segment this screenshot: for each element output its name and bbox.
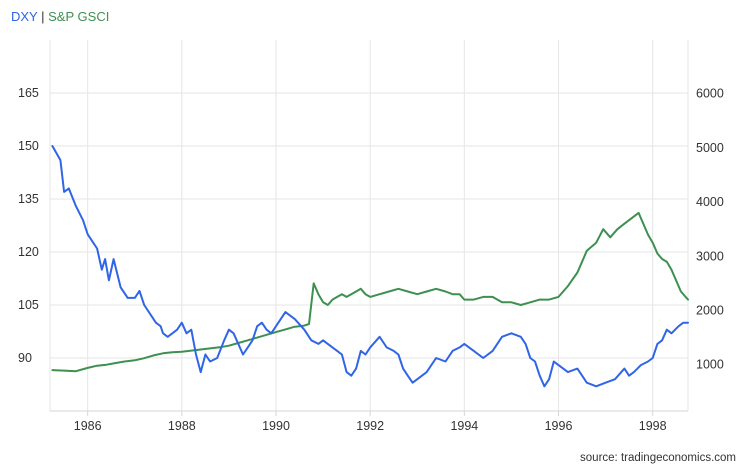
dxy-series-line <box>51 145 689 388</box>
right-tick-label: 4000 <box>696 195 724 209</box>
left-tick-label: 135 <box>18 192 39 206</box>
right-tick-label: 3000 <box>696 249 724 263</box>
left-tick-label: 105 <box>18 298 39 312</box>
legend-dxy[interactable]: DXY <box>11 9 38 24</box>
source-credit: source: tradingeconomics.com <box>580 452 736 464</box>
x-tick-label: 1996 <box>545 419 573 433</box>
left-tick-label: 120 <box>18 245 39 259</box>
right-tick-label: 2000 <box>696 303 724 317</box>
left-tick-label: 90 <box>18 351 32 365</box>
x-tick-label: 1998 <box>639 419 667 433</box>
x-tick-label: 1994 <box>450 419 478 433</box>
right-tick-label: 5000 <box>696 141 724 155</box>
x-tick-label: 1986 <box>74 419 102 433</box>
left-tick-label: 165 <box>18 86 39 100</box>
right-axis-ticks: 1000 2000 3000 4000 5000 6000 <box>696 87 724 372</box>
series-lines <box>51 145 689 388</box>
x-tick-label: 1988 <box>168 419 196 433</box>
right-tick-label: 6000 <box>696 87 724 101</box>
legend-separator: | <box>41 9 45 24</box>
x-tick-label: 1990 <box>262 419 290 433</box>
left-axis-ticks: 90 105 120 135 150 165 <box>18 86 39 365</box>
chart-legend: DXY | S&P GSCI <box>11 9 109 24</box>
left-tick-label: 150 <box>18 139 39 153</box>
gsci-series-line <box>51 211 689 373</box>
legend-gsci[interactable]: S&P GSCI <box>48 9 110 24</box>
x-axis-ticks: 1986 1988 1990 1992 1994 1996 1998 <box>74 411 667 433</box>
grid-lines <box>50 40 688 411</box>
axes <box>49 40 689 412</box>
right-tick-label: 1000 <box>696 358 724 372</box>
x-tick-label: 1992 <box>356 419 384 433</box>
